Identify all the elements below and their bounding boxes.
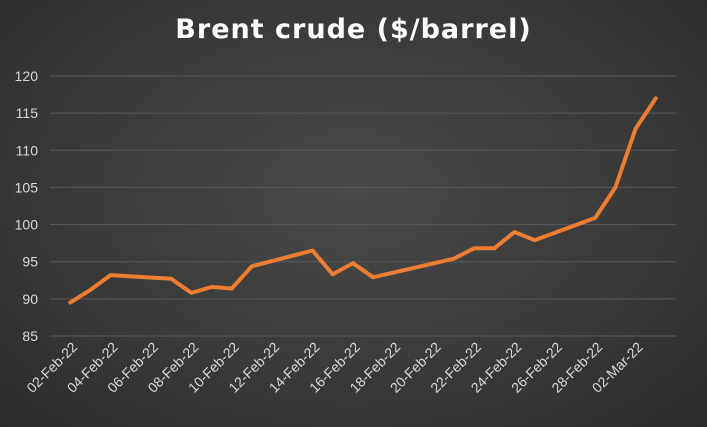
y-tick-label: 95 [22,254,38,270]
x-axis-ticks: 02-Feb-2204-Feb-2206-Feb-2208-Feb-2210-F… [23,339,646,396]
series-line [68,96,658,305]
y-tick-label: 110 [16,142,39,158]
y-tick-label: 120 [15,68,39,84]
y-tick-label: 105 [15,179,39,195]
series-layer [68,96,658,305]
chart-title: Brent crude ($/barrel) [175,14,532,45]
y-axis-ticks: 85 90 95 100 105 110 115 120 [15,68,39,344]
y-tick-label: 85 [22,328,38,344]
y-tick-label: 115 [16,105,39,121]
y-tick-label: 100 [15,217,39,233]
y-tick-label: 90 [22,291,38,307]
grid-lines [50,75,676,337]
